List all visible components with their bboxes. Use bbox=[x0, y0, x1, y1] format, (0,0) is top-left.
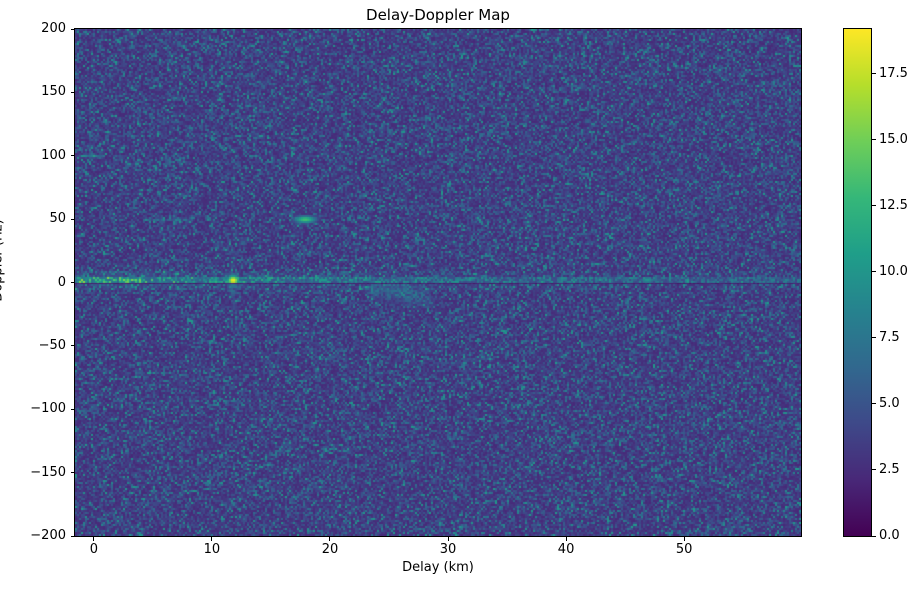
y-tick-mark bbox=[71, 535, 75, 537]
delay-doppler-heatmap bbox=[75, 29, 801, 536]
y-tick-label: −200 bbox=[30, 528, 66, 543]
y-tick-mark bbox=[71, 155, 75, 157]
x-tick-mark bbox=[329, 537, 331, 541]
y-tick-mark bbox=[71, 408, 75, 410]
y-tick-label: −50 bbox=[38, 337, 66, 353]
y-tick-mark bbox=[71, 345, 75, 347]
colorbar-tick-mark bbox=[872, 205, 876, 207]
y-tick-label: 100 bbox=[41, 147, 66, 163]
x-tick-mark bbox=[93, 537, 95, 541]
y-tick-mark bbox=[71, 472, 75, 474]
x-tick-label: 10 bbox=[203, 542, 221, 557]
colorbar-tick-label: 10.0 bbox=[879, 263, 908, 279]
y-tick-mark bbox=[71, 28, 75, 30]
x-tick-mark bbox=[447, 537, 449, 541]
y-tick-label: 0 bbox=[57, 274, 66, 290]
colorbar-tick-mark bbox=[872, 403, 876, 405]
y-tick-label: 200 bbox=[41, 21, 66, 36]
colorbar-tick-label: 0.0 bbox=[879, 528, 900, 543]
colorbar-tick-mark bbox=[872, 271, 876, 273]
x-tick-label: 30 bbox=[439, 542, 457, 557]
colorbar-tick-mark bbox=[872, 73, 876, 75]
colorbar-tick-label: 15.0 bbox=[879, 131, 908, 147]
colorbar-tick-mark bbox=[872, 139, 876, 141]
y-tick-label: 50 bbox=[49, 211, 66, 227]
plot-area bbox=[74, 28, 802, 537]
colorbar-tick-mark bbox=[872, 469, 876, 471]
x-tick-label: 0 bbox=[89, 542, 99, 557]
x-tick-label: 40 bbox=[557, 542, 575, 557]
colorbar-tick-label: 17.5 bbox=[879, 65, 908, 81]
x-tick-mark bbox=[211, 537, 213, 541]
x-tick-label: 20 bbox=[321, 542, 339, 557]
plot-title: Delay-Doppler Map bbox=[366, 6, 510, 24]
x-tick-mark bbox=[683, 537, 685, 541]
y-tick-mark bbox=[71, 218, 75, 220]
y-tick-label: 150 bbox=[41, 84, 66, 100]
colorbar-tick-mark bbox=[872, 535, 876, 537]
x-tick-mark bbox=[565, 537, 567, 541]
x-axis-label: Delay (km) bbox=[402, 560, 474, 575]
y-tick-mark bbox=[71, 282, 75, 283]
colorbar-tick-label: 2.5 bbox=[879, 461, 900, 477]
colorbar-tick-mark bbox=[872, 337, 876, 339]
y-tick-label: −100 bbox=[30, 401, 66, 417]
y-tick-label: −150 bbox=[30, 464, 66, 480]
colorbar bbox=[843, 28, 872, 537]
colorbar-tick-label: 5.0 bbox=[879, 395, 900, 411]
x-tick-label: 50 bbox=[675, 542, 693, 557]
colorbar-tick-label: 12.5 bbox=[879, 197, 908, 213]
colorbar-tick-label: 7.5 bbox=[879, 329, 900, 345]
y-tick-mark bbox=[71, 91, 75, 93]
